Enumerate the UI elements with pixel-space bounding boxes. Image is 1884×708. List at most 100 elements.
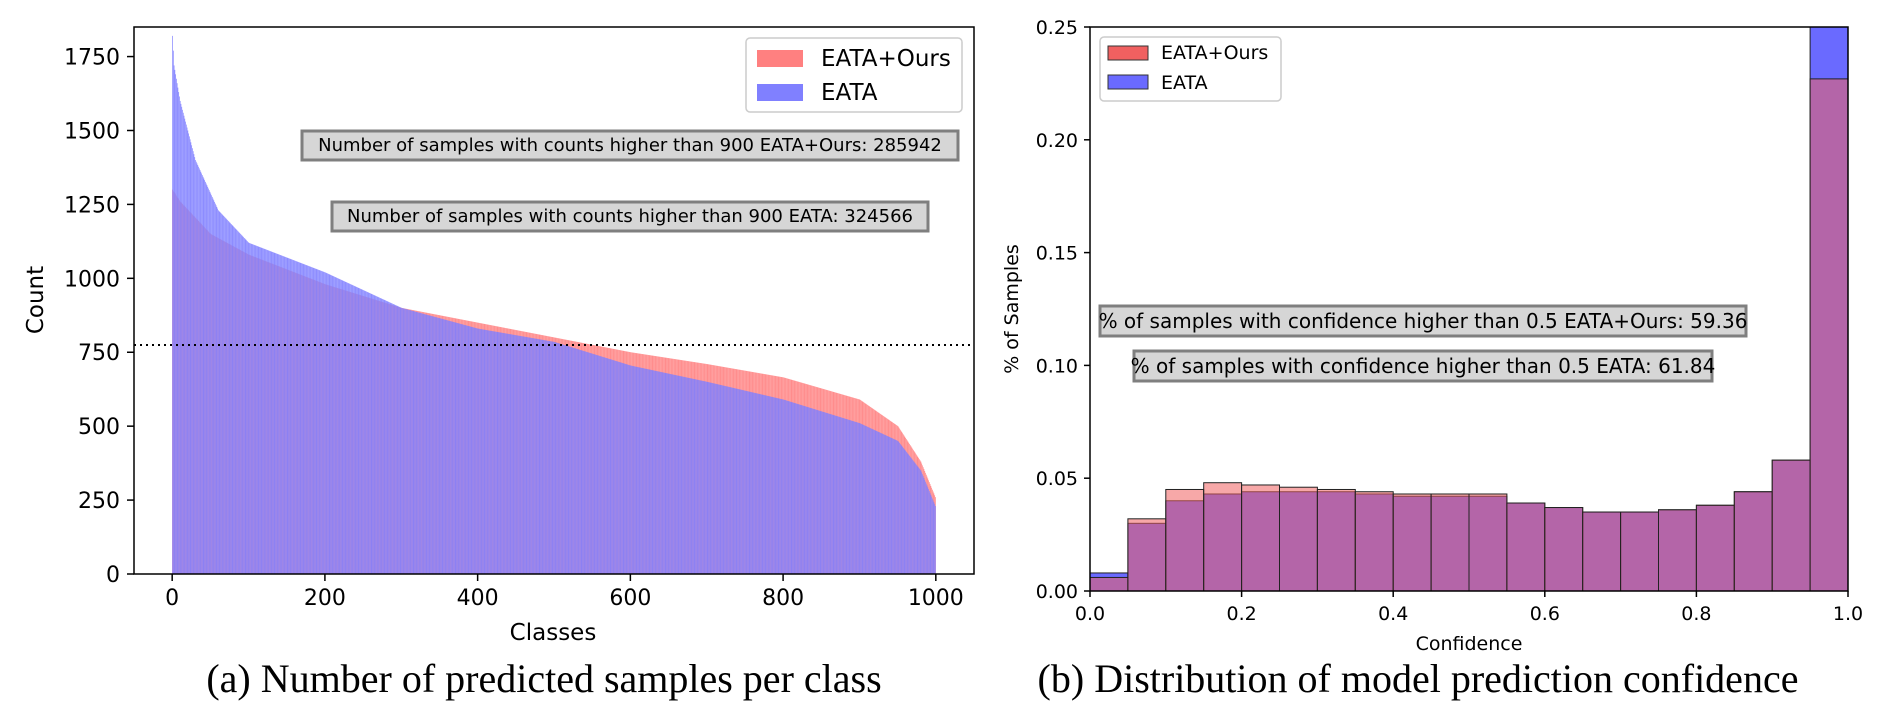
- bar: [512, 334, 513, 574]
- bar: [845, 418, 847, 574]
- bar: [602, 357, 604, 574]
- bar: [395, 305, 397, 574]
- bar: [772, 397, 774, 574]
- bar: [727, 386, 729, 574]
- bar: [757, 393, 759, 574]
- bar: [423, 313, 425, 574]
- bar: [683, 376, 685, 574]
- bar: [607, 358, 609, 574]
- bar: [803, 405, 805, 574]
- bar: [840, 417, 842, 574]
- bar: [880, 433, 882, 574]
- bar: [417, 312, 419, 574]
- bar: [829, 413, 831, 574]
- bar: [1241, 484, 1280, 592]
- x-tick-label: 800: [762, 586, 804, 611]
- bar: [563, 344, 564, 574]
- bar: [896, 440, 898, 574]
- bar: [371, 294, 373, 574]
- bar: [453, 322, 455, 574]
- panel-b-bars: [1089, 26, 1849, 592]
- bar: [239, 233, 241, 574]
- bar: [445, 319, 447, 574]
- bar: [631, 365, 632, 574]
- bar: [479, 328, 481, 574]
- bar: [200, 171, 202, 574]
- bar: [198, 166, 199, 574]
- bar: [216, 206, 218, 574]
- bar: [897, 440, 899, 574]
- bar: [606, 358, 608, 574]
- bar: [1658, 509, 1697, 592]
- panel-b-x-axis-label: Confidence: [1416, 633, 1523, 655]
- bar: [768, 396, 770, 574]
- bar: [844, 418, 846, 574]
- bar: [808, 407, 810, 574]
- bar: [595, 354, 596, 574]
- bar: [590, 353, 592, 574]
- bar: [221, 213, 222, 574]
- bar: [447, 320, 449, 574]
- bar: [253, 244, 255, 574]
- bar: [285, 257, 286, 574]
- bar: [373, 295, 375, 574]
- bar: [593, 354, 595, 574]
- bar: [537, 339, 539, 574]
- bar: [413, 311, 415, 574]
- bar: [667, 373, 668, 574]
- bar: [822, 411, 824, 574]
- bar: [191, 145, 193, 574]
- bar: [886, 435, 888, 574]
- y-tick-label: 0.10: [1036, 355, 1078, 377]
- bar: [397, 306, 399, 574]
- bar: [174, 69, 176, 575]
- bar: [623, 363, 625, 574]
- bar: [530, 337, 532, 574]
- bar: [450, 321, 452, 574]
- bar: [774, 397, 776, 574]
- bar: [538, 339, 540, 574]
- bar: [661, 372, 663, 574]
- bar: [881, 433, 883, 574]
- bar: [729, 387, 731, 574]
- bar: [856, 422, 858, 574]
- bar: [872, 429, 874, 574]
- bar: [235, 229, 237, 574]
- bar: [283, 256, 285, 574]
- bar: [912, 459, 913, 574]
- bar: [495, 331, 497, 574]
- panel-a-bars: [172, 35, 936, 575]
- bar: [493, 331, 495, 574]
- bar: [760, 394, 761, 574]
- x-tick-label: 0.2: [1226, 603, 1256, 625]
- bar: [913, 461, 915, 574]
- bar: [833, 415, 835, 574]
- bar: [412, 311, 414, 574]
- bar: [848, 419, 850, 574]
- bar: [172, 35, 173, 575]
- bar: [250, 243, 252, 575]
- bar: [416, 312, 418, 574]
- bar: [476, 328, 477, 574]
- bar: [318, 269, 319, 574]
- bar: [755, 393, 757, 574]
- bar: [767, 395, 768, 574]
- bar: [252, 244, 254, 574]
- bar: [735, 388, 737, 574]
- bar: [211, 196, 213, 574]
- bar: [462, 324, 464, 574]
- bar: [483, 329, 485, 574]
- bar: [664, 372, 666, 574]
- bar: [244, 238, 246, 574]
- bar: [321, 271, 323, 574]
- bar: [806, 406, 807, 574]
- bar: [325, 272, 327, 574]
- bar: [763, 394, 764, 574]
- bar: [487, 330, 489, 574]
- bar: [910, 457, 912, 574]
- bar: [613, 360, 615, 574]
- bar: [579, 349, 580, 574]
- bar: [391, 303, 393, 574]
- bar: [776, 398, 778, 574]
- bar: [356, 286, 357, 574]
